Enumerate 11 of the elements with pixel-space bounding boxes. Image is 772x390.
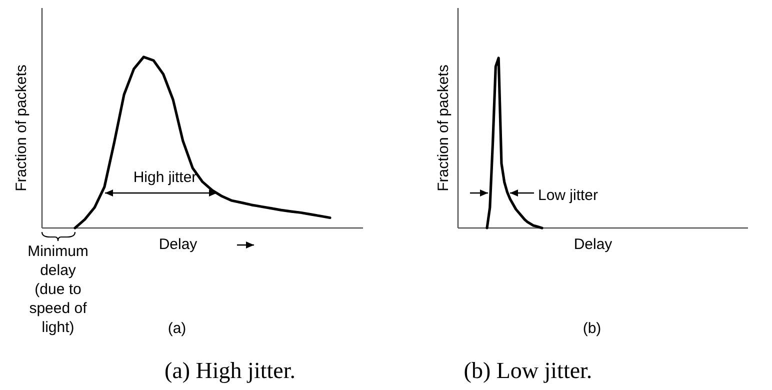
text: (b) Low jitter. [464, 358, 592, 383]
annotation: Low jitter [538, 187, 598, 204]
text: Minimum delay (due to speed of light) [28, 243, 88, 336]
x-axis-title: Delay [158, 236, 198, 253]
x-axis-title: Delay [574, 236, 613, 253]
text: (b) [582, 320, 602, 337]
annotation: High jitter [133, 169, 197, 186]
text: (a) [168, 320, 186, 337]
y-axis-title: Fraction of packets [12, 64, 30, 192]
text: (a) High jitter. [164, 358, 296, 383]
y-axis-title: Fraction of packets [434, 64, 452, 192]
